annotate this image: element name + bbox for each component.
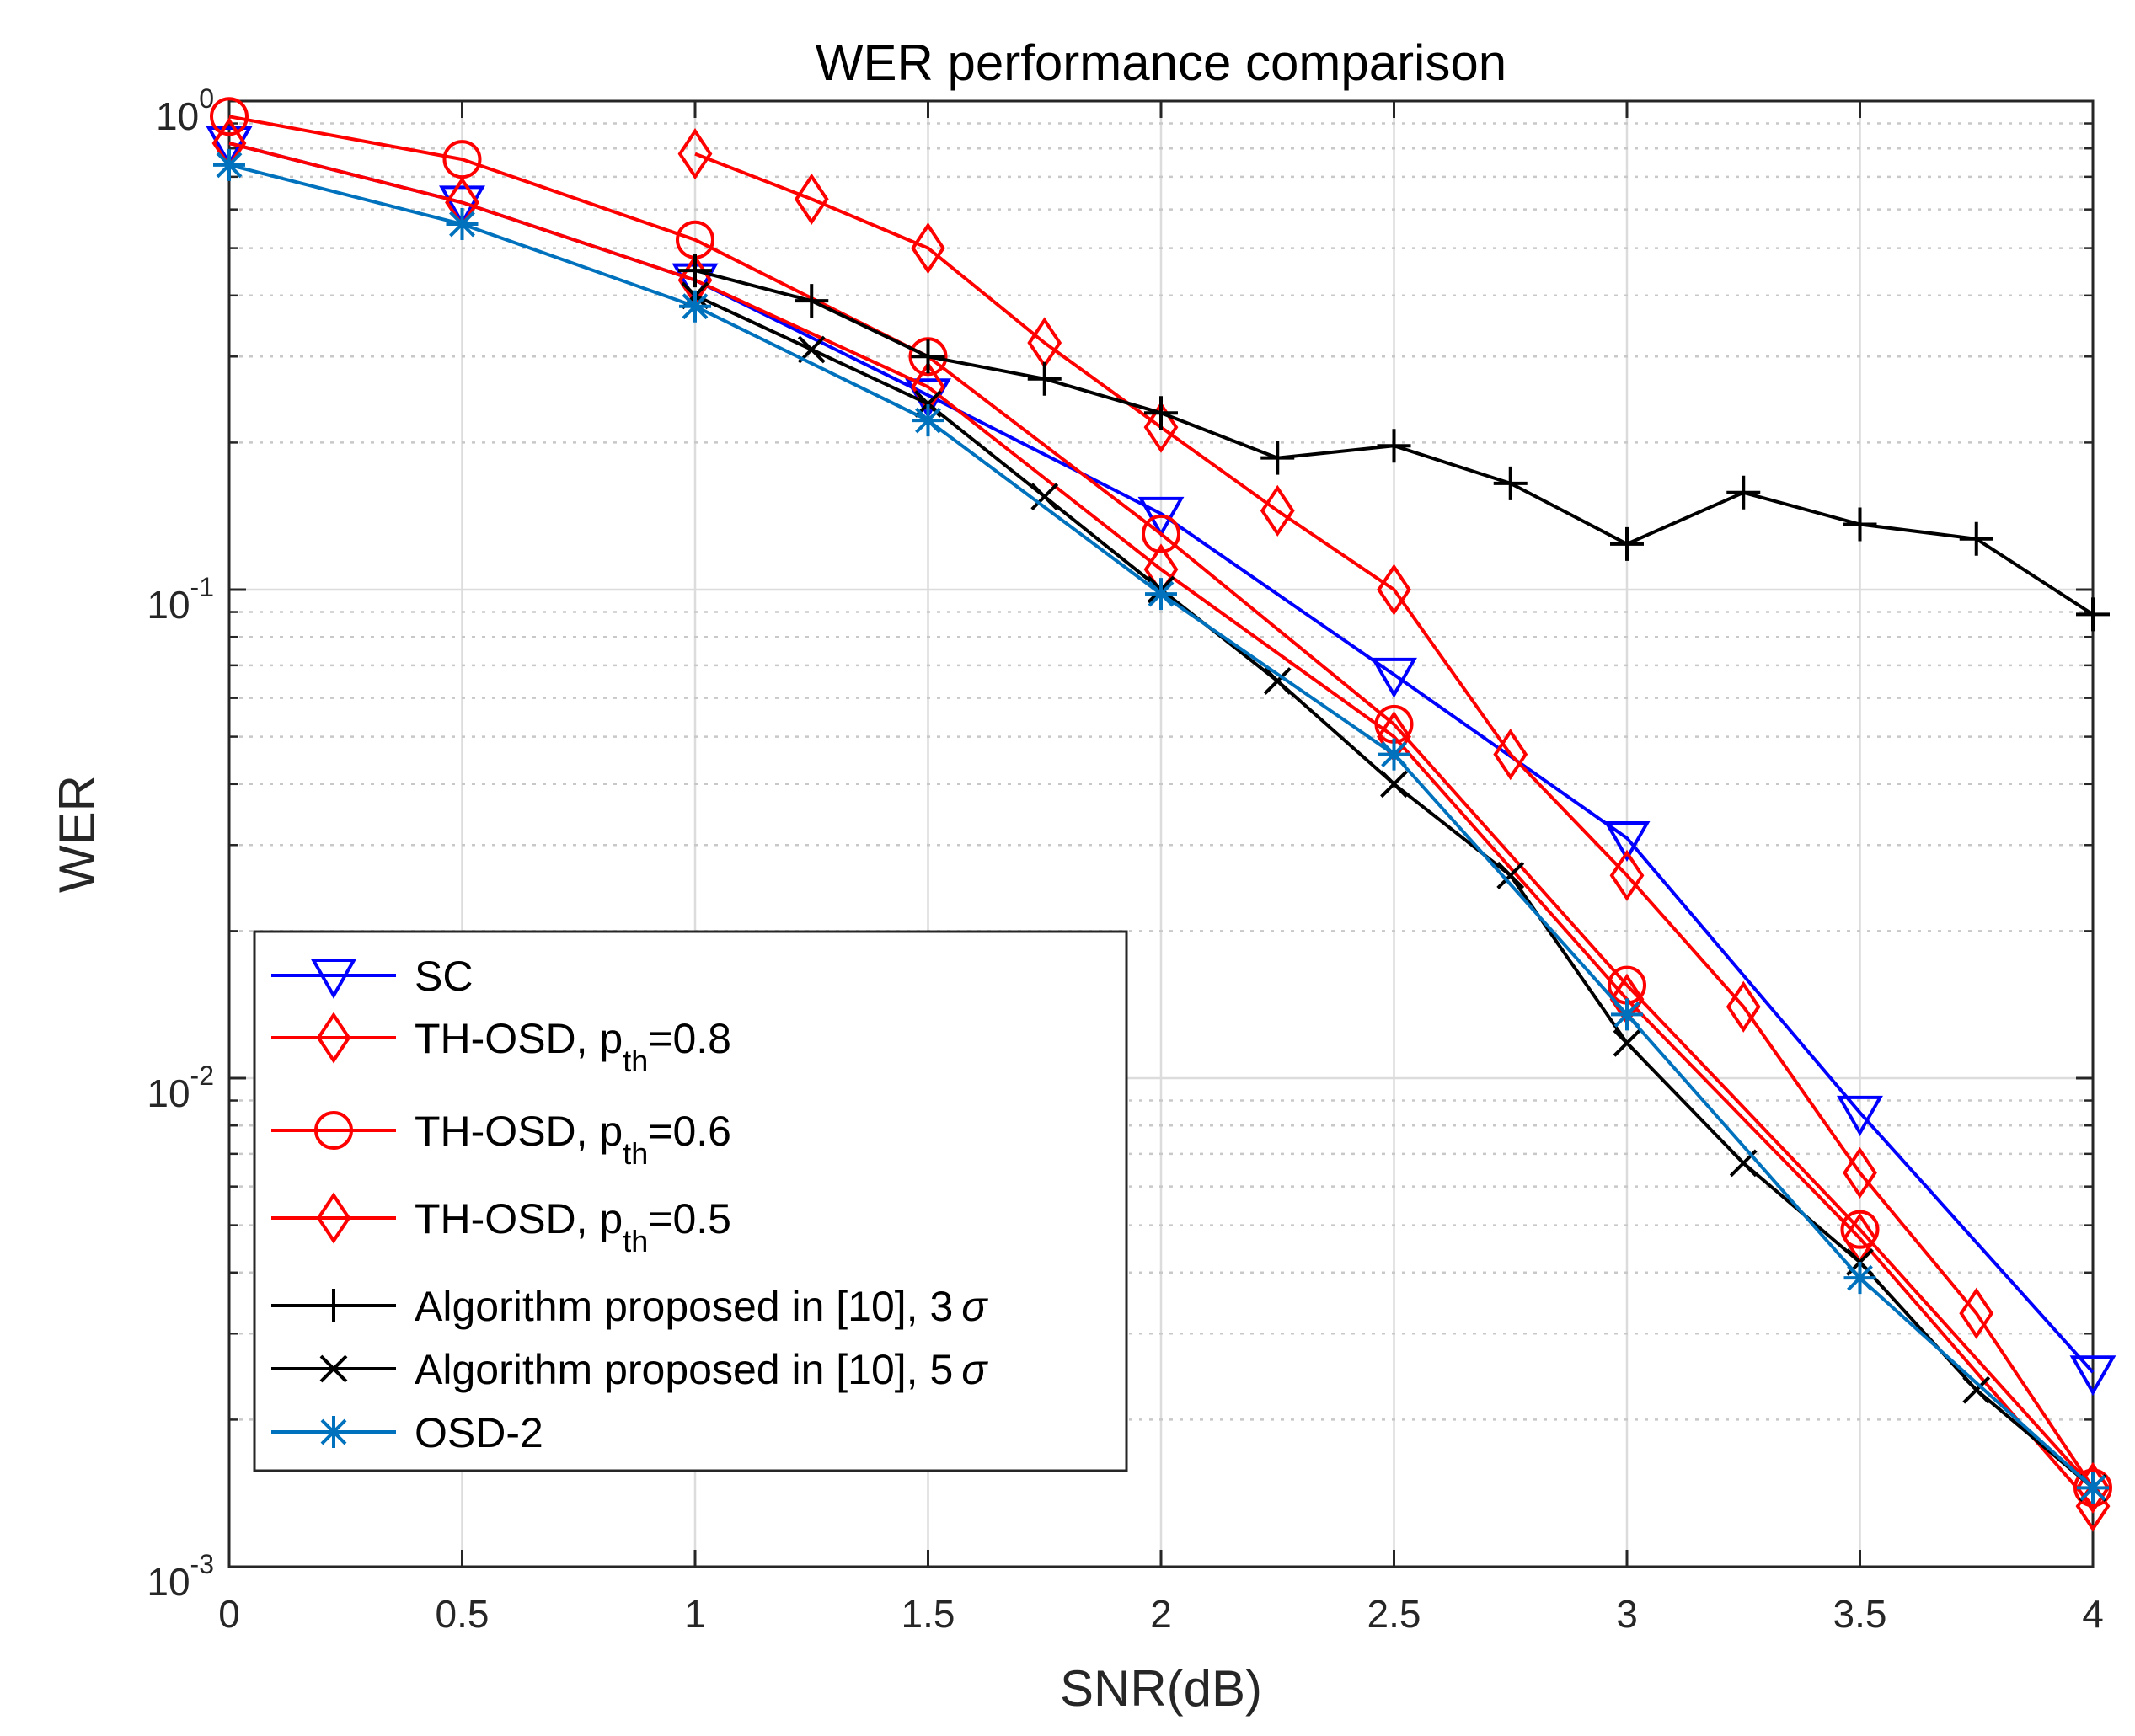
data-point-th06 <box>908 337 948 377</box>
data-point-alg3 <box>1843 507 1877 542</box>
chart-title: WER performance comparison <box>816 35 1506 91</box>
data-point-alg3 <box>678 254 712 288</box>
data-point-th08 <box>1493 728 1528 781</box>
x-tick-label: 3 <box>1616 1592 1638 1636</box>
x-tick-label: 4 <box>2082 1592 2104 1636</box>
legend: SC TH-OSD, pth=0.8 TH-OSD, pth=0.6 TH-OSD, … <box>253 930 1128 1472</box>
data-point-alg5 <box>1962 1375 1991 1404</box>
data-point-sc <box>1603 821 1651 863</box>
data-point-th08 <box>1726 980 1761 1033</box>
series-th08 <box>677 127 2111 1514</box>
data-point-alg3 <box>1377 429 1411 463</box>
legend-box <box>253 930 1128 1472</box>
series-line-th08 <box>694 152 2095 1489</box>
y-axis-label: WER <box>49 775 105 893</box>
legend-label-th05: TH-OSD, pth=0.5 <box>415 1195 731 1258</box>
data-point-alg3 <box>2076 597 2110 632</box>
data-point-alg3 <box>1959 521 1993 556</box>
legend-marker-osd2 <box>318 1416 350 1448</box>
data-point-th08 <box>1609 849 1645 901</box>
legend-item-th06: TH-OSD, pth=0.6 <box>271 1108 731 1171</box>
legend-marker-sc <box>310 959 357 1000</box>
legend-marker-th08 <box>316 1012 351 1064</box>
data-point-osd2 <box>912 404 944 437</box>
data-point-osd2 <box>446 208 479 241</box>
legend-marker-th06 <box>314 1111 353 1150</box>
data-point-alg3 <box>1726 475 1761 510</box>
data-point-th08 <box>794 173 829 225</box>
legend-item-sc: SC <box>271 953 473 1000</box>
data-point-th08 <box>1260 484 1295 537</box>
series-line-th05 <box>228 142 2095 1508</box>
data-point-osd2 <box>213 148 245 181</box>
data-point-alg5 <box>1263 667 1292 695</box>
data-point-alg5 <box>1496 861 1525 889</box>
x-tick-label: 1.5 <box>902 1592 955 1636</box>
data-point-alg3 <box>911 339 945 374</box>
data-point-osd2 <box>1378 738 1410 771</box>
legend-label-sc: SC <box>415 953 473 1000</box>
data-point-th08 <box>911 222 945 275</box>
series-layer <box>206 97 2116 1532</box>
legend-item-th08: TH-OSD, pth=0.8 <box>271 1012 731 1078</box>
legend-marker-alg5 <box>319 1354 348 1383</box>
legend-item-osd2: OSD-2 <box>271 1409 543 1456</box>
data-point-alg5 <box>1613 1028 1641 1057</box>
data-point-osd2 <box>1145 578 1177 611</box>
data-point-sc <box>2069 1355 2116 1397</box>
x-tick-label: 2 <box>1150 1592 1172 1636</box>
data-point-sc <box>1837 1095 1883 1136</box>
legend-marker-th05 <box>316 1192 351 1244</box>
data-point-th08 <box>1959 1287 1994 1339</box>
x-tick-label: 2.5 <box>1367 1592 1421 1636</box>
data-point-th06 <box>210 97 249 136</box>
x-axis-label: SNR(dB) <box>1060 1660 1262 1717</box>
series-alg3 <box>678 254 2110 632</box>
data-point-alg3 <box>1260 441 1295 475</box>
series-line-th06 <box>228 115 2095 1489</box>
legend-item-th05: TH-OSD, pth=0.5 <box>271 1192 731 1258</box>
data-point-osd2 <box>1843 1262 1876 1295</box>
data-point-th08 <box>677 127 713 180</box>
data-point-sc <box>1371 657 1417 698</box>
legend-label-th08: TH-OSD, pth=0.8 <box>415 1015 731 1078</box>
legend-label-osd2: OSD-2 <box>415 1409 543 1456</box>
data-point-th08 <box>1843 1146 1877 1199</box>
x-tick-label: 0 <box>218 1592 240 1636</box>
data-point-alg3 <box>795 284 829 318</box>
data-point-osd2 <box>679 290 711 323</box>
data-point-th08 <box>1143 401 1179 453</box>
data-point-osd2 <box>2077 1472 2109 1504</box>
x-tick-label: 0.5 <box>436 1592 490 1636</box>
data-point-alg3 <box>1027 361 1062 396</box>
data-point-osd2 <box>1611 998 1643 1031</box>
data-point-sc <box>1137 496 1185 537</box>
data-point-alg3 <box>1493 466 1528 500</box>
data-point-alg5 <box>1030 483 1059 511</box>
data-point-th08 <box>1377 564 1411 616</box>
data-point-alg3 <box>1610 526 1644 561</box>
data-point-th06 <box>1840 1210 1880 1249</box>
series-osd2 <box>213 148 2109 1504</box>
data-point-alg5 <box>1380 770 1408 799</box>
data-point-th06 <box>1142 514 1180 553</box>
data-point-alg3 <box>1144 396 1178 430</box>
x-tick-label: 3.5 <box>1833 1592 1887 1636</box>
x-tick-label: 1 <box>684 1592 706 1636</box>
legend-label-th06: TH-OSD, pth=0.6 <box>415 1108 731 1171</box>
legend-marker-alg3 <box>317 1289 350 1322</box>
